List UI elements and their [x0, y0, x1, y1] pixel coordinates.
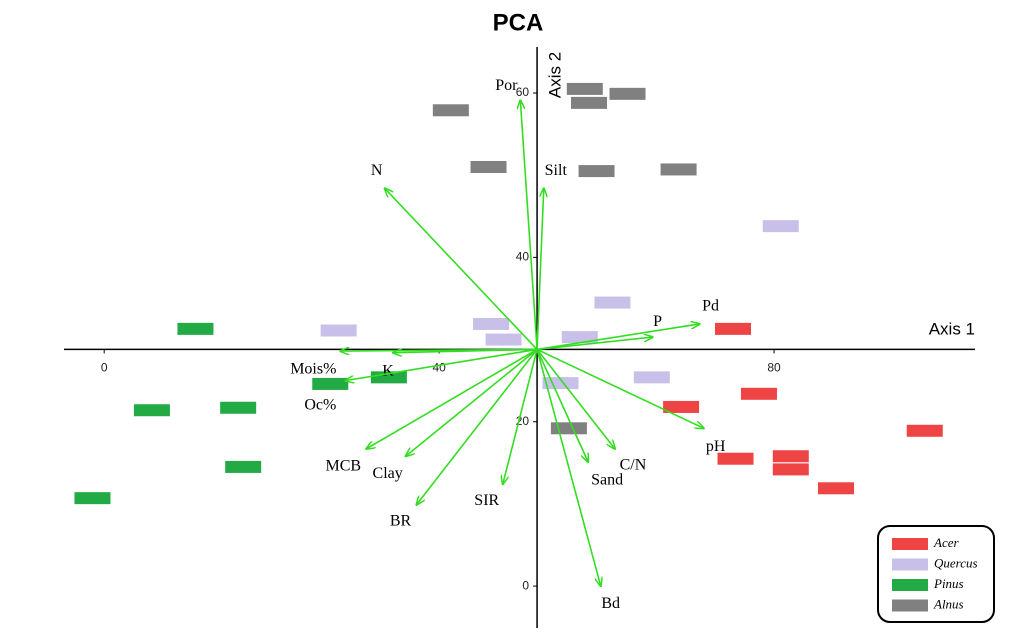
loading-vector: [536, 324, 699, 351]
legend-label: Quercus: [934, 555, 978, 570]
loading-vector: [503, 349, 538, 484]
vector-label: K: [382, 362, 394, 379]
legend-label: Pinus: [933, 576, 964, 591]
loading-vector: [520, 100, 538, 350]
vector-label: pH: [706, 438, 726, 455]
legend-swatch: [892, 558, 928, 571]
point: [609, 87, 646, 100]
point: [578, 165, 615, 178]
vector-label: Por: [495, 77, 518, 94]
vector-label: Mois%: [290, 361, 336, 378]
vector-label: SIR: [474, 492, 499, 509]
point: [312, 377, 349, 390]
point: [133, 404, 170, 417]
vector-label: P: [653, 313, 662, 330]
x-tick-label: 80: [767, 361, 781, 375]
vector-label: Clay: [373, 465, 403, 482]
x-tick-label: 40: [432, 361, 446, 375]
vector-label: Bd: [601, 595, 620, 612]
point: [432, 104, 469, 117]
loading-vector: [417, 348, 538, 504]
loading-vector: [536, 348, 704, 428]
loading-vector: [406, 348, 538, 456]
point: [566, 82, 603, 95]
vector-label: N: [371, 162, 383, 179]
y-axis-label: Axis 2: [545, 52, 564, 98]
point: [570, 96, 607, 109]
point: [762, 220, 799, 233]
loading-vector: [536, 188, 544, 350]
point: [715, 322, 752, 335]
point: [473, 317, 510, 330]
loading-vector: [536, 337, 653, 351]
point: [225, 460, 262, 473]
point: [772, 450, 809, 463]
loading-vector: [366, 348, 538, 448]
point: [74, 492, 111, 505]
point: [663, 400, 700, 413]
point: [740, 387, 777, 400]
loading-vector: [536, 349, 588, 462]
loading-vector: [345, 348, 538, 380]
legend-swatch: [892, 599, 928, 612]
loading-vector: [393, 349, 538, 352]
loading-vector: [385, 188, 538, 350]
loading-vector: [536, 349, 601, 586]
point: [594, 296, 631, 309]
chart-title: PCA: [493, 9, 544, 36]
point: [550, 422, 587, 435]
vector-label: Silt: [545, 162, 568, 179]
legend-swatch: [892, 579, 928, 591]
y-tick-label: 40: [516, 250, 530, 264]
point: [772, 463, 809, 476]
y-tick-label: 60: [516, 85, 530, 99]
point: [717, 452, 754, 465]
vector-label: MCB: [325, 458, 361, 475]
legend-swatch: [892, 538, 928, 550]
point: [633, 371, 670, 384]
point: [561, 331, 598, 344]
vector-label: Sand: [591, 472, 623, 489]
legend-label: Alnus: [933, 596, 964, 611]
vector-label: C/N: [620, 457, 647, 474]
point: [220, 401, 257, 414]
x-axis-label: Axis 1: [929, 319, 975, 338]
legend-label: Acer: [933, 535, 959, 550]
vector-label: BR: [390, 512, 412, 529]
point: [177, 322, 214, 335]
point: [470, 160, 507, 173]
point: [906, 424, 943, 437]
vector-label: Oc%: [304, 396, 336, 413]
vector-label: Pd: [702, 298, 719, 315]
y-tick-label: 0: [522, 578, 529, 592]
x-tick-label: 0: [101, 361, 108, 375]
point: [818, 482, 855, 495]
point: [660, 163, 697, 176]
point: [320, 324, 357, 337]
point: [485, 333, 522, 346]
loading-vector: [536, 348, 615, 448]
